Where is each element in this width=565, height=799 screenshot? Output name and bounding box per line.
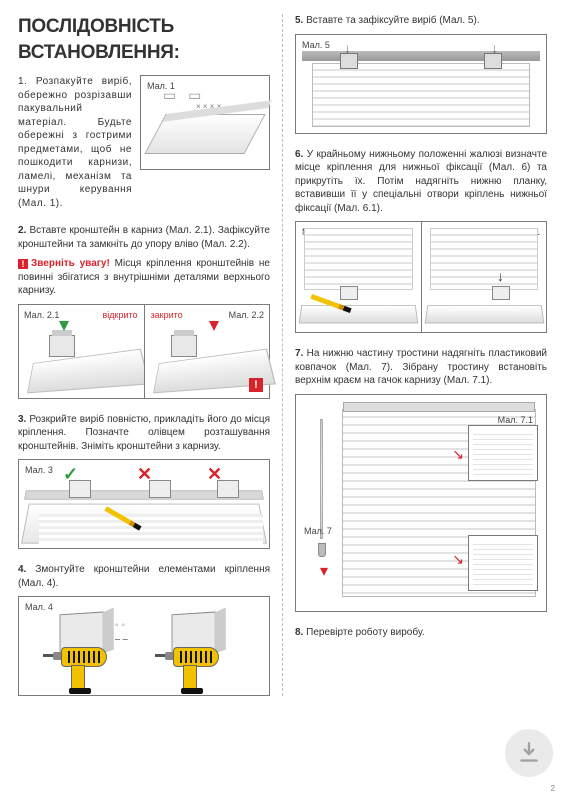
figure-1: Мал. 1 ▭ ▭ × × × × (140, 75, 270, 170)
figure-2-1: Мал. 2.1 відкрито (19, 305, 144, 398)
figure-7-1-inset-top: Мал. 7.1 (468, 425, 538, 481)
fig21-bracket-icon (49, 335, 75, 357)
fig5-blind-icon (312, 63, 530, 127)
figure-7-label: Мал. 7 (304, 525, 332, 537)
figure-7-1-inset-bottom (468, 535, 538, 591)
step-3-body: Розкрийте виріб повністю, прикладіть йог… (18, 414, 270, 452)
figure-6: Мал. 6 Мал. 6.1 ↓ (295, 221, 547, 333)
step-7-text: 7. На нижню частину тростини надягніть п… (295, 347, 547, 388)
figure-5: Мал. 5 ↓ ↓ (295, 34, 547, 134)
fig7-wand-icon (320, 419, 323, 539)
inset-blind-icon (473, 540, 533, 586)
step-3-num: 3. (18, 414, 26, 425)
step-8-num: 8. (295, 627, 303, 638)
figure-2: Мал. 2.1 відкрито закрито Мал. 2.2 ! (18, 304, 270, 399)
fig7-tassel-icon: ▾ (320, 561, 328, 583)
figure-5-label: Мал. 5 (302, 39, 330, 51)
step-5-text: 5. Вставте та зафіксуйте виріб (Мал. 5). (295, 14, 547, 28)
step-4-num: 4. (18, 564, 26, 575)
fig61-blind-icon (430, 228, 539, 290)
step-6-text: 6. У крайньому нижньому положенні жалюзі… (295, 148, 547, 216)
left-column: ПОСЛІДОВНІСТЬ ВСТАНОВЛЕННЯ: 1. Розпакуйт… (18, 14, 282, 696)
fig61-sill-icon (424, 305, 543, 324)
figure-6-left: Мал. 6 (296, 222, 421, 332)
step-4-body: Змонтуйте кронштейни елементами кріпленн… (18, 564, 270, 589)
arrow-red-icon: ↘ (452, 550, 464, 569)
arrow-down-red-icon (209, 321, 219, 331)
step-1-body: Розпакуйте виріб, обережно розрізавши па… (18, 76, 132, 209)
step-3-text: 3. Розкрийте виріб повністю, прикладіть … (18, 413, 270, 454)
check-mark-icon: ✓ (63, 462, 78, 486)
step-4-text: 4. Змонтуйте кронштейни елементами кріпл… (18, 563, 270, 590)
figure-7-1-label: Мал. 7.1 (498, 414, 533, 426)
x-mark-icon: ✕ (137, 462, 152, 486)
arrow-red-icon: ↘ (452, 445, 464, 464)
step-5-body: Вставте та зафіксуйте виріб (Мал. 5). (306, 15, 479, 26)
step-8-body: Перевірте роботу виробу. (306, 627, 425, 638)
step-1-text: 1. Розпакуйте виріб, обережно розрізавши… (18, 75, 132, 210)
fig5-frame-icon (302, 51, 540, 61)
step-8-text: 8. Перевірте роботу виробу. (295, 626, 547, 640)
drill-icon (53, 647, 125, 697)
step-7-body: На нижню частину тростини надягніть плас… (295, 348, 547, 386)
arrow-down-icon: ↓ (491, 39, 498, 58)
warning-icon: ! (18, 259, 28, 269)
watermark-badge (505, 729, 553, 777)
open-label: відкрито (102, 309, 137, 321)
step-2-warning: !Зверніть увагу! Місця кріплення кронште… (18, 257, 270, 298)
arrow-down-icon: ↓ (344, 39, 351, 58)
inset-blind-icon (473, 430, 533, 476)
figure-6-right: Мал. 6.1 ↓ (421, 222, 547, 332)
fig22-bracket-icon (171, 335, 197, 357)
x-mark-icon: ✕ (207, 462, 222, 486)
figure-3: Мал. 3 ✕ ✕ ✓ (18, 459, 270, 549)
page-title: ПОСЛІДОВНІСТЬ ВСТАНОВЛЕННЯ: (18, 14, 270, 65)
step-7-num: 7. (295, 348, 303, 359)
fig61-clip-icon (492, 286, 510, 300)
download-icon (516, 740, 542, 766)
figure-4: Мал. 4 ◦ ◦⎯ ⎯ (18, 596, 270, 696)
fig21-rail-icon (27, 349, 149, 394)
drill-icon (165, 647, 237, 697)
fig7-wand-cap-icon (318, 543, 326, 557)
fig6-blind-icon (304, 228, 413, 290)
step-1-num: 1. (18, 76, 27, 87)
fig1-rail-icon (144, 114, 265, 154)
alert-icon: ! (249, 378, 263, 392)
step-2-num: 2. (18, 225, 26, 236)
fig6-sill-icon (299, 305, 418, 324)
arrow-down-green-icon (59, 321, 69, 331)
fig3-slats-icon (39, 514, 263, 544)
step-6-num: 6. (295, 149, 303, 160)
step-5-num: 5. (295, 15, 303, 26)
fig6-clip-icon (340, 286, 358, 300)
anchors-icon: ◦ ◦⎯ ⎯ (115, 619, 128, 646)
figure-4-label: Мал. 4 (25, 601, 53, 613)
figure-3-label: Мал. 3 (25, 464, 53, 476)
figure-2-1-label: Мал. 2.1 (24, 309, 59, 321)
step-2-body: Вставте кронштейн в карниз (Мал. 2.1). З… (18, 225, 270, 250)
figure-7: ▾ Мал. 7 Мал. 7.1 ↘ ↘ (295, 394, 547, 612)
step-2-text: 2. Вставте кронштейн в карниз (Мал. 2.1)… (18, 224, 270, 251)
right-column: 5. Вставте та зафіксуйте виріб (Мал. 5).… (282, 14, 547, 696)
figure-2-2: закрито Мал. 2.2 ! (144, 305, 270, 398)
step-6-body: У крайньому нижньому положенні жалюзі ви… (295, 149, 547, 214)
closed-label: закрито (151, 309, 183, 321)
warning-prefix: Зверніть увагу! (31, 258, 110, 269)
arrow-down-icon: ↓ (497, 267, 504, 286)
page-number: 2 (551, 784, 555, 795)
figure-2-2-label: Мал. 2.2 (229, 309, 264, 321)
step-1: 1. Розпакуйте виріб, обережно розрізавши… (18, 75, 270, 210)
fig3-bracket2-icon (149, 480, 171, 498)
page: ПОСЛІДОВНІСТЬ ВСТАНОВЛЕННЯ: 1. Розпакуйт… (0, 0, 565, 706)
